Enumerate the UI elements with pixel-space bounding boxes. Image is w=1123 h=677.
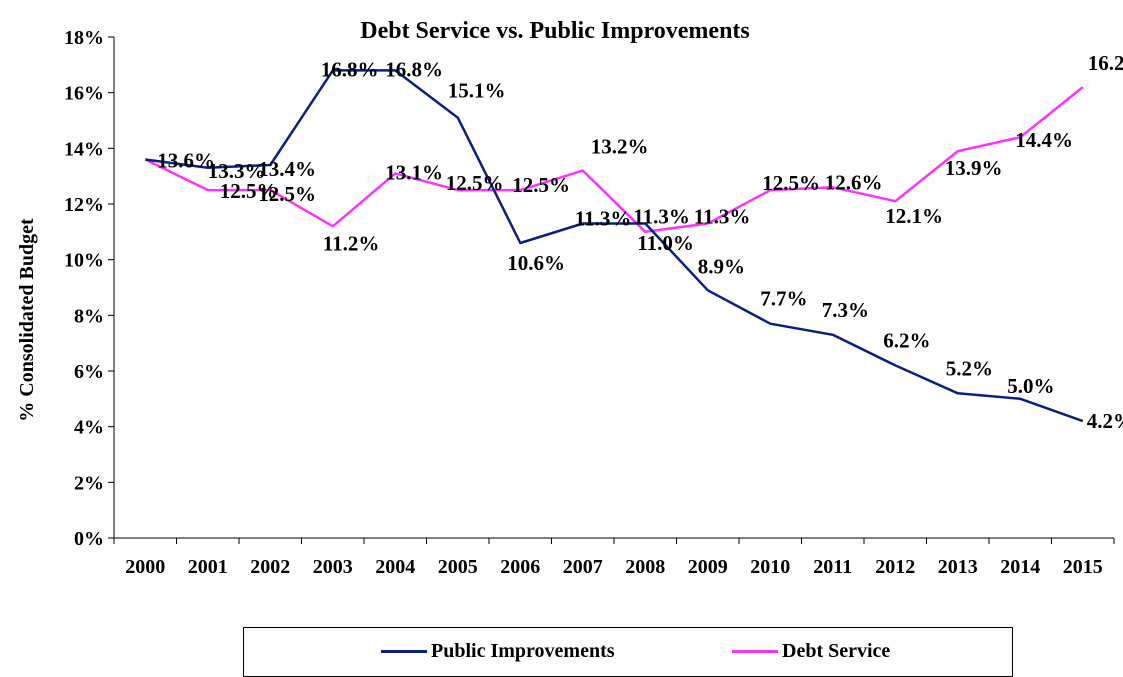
series-lines <box>144 69 1084 423</box>
data-label-1-11: 12.6% <box>825 170 883 194</box>
data-label-0-8: 11.3% <box>633 205 690 229</box>
x-tick-label: 2015 <box>1063 556 1103 578</box>
legend: Public Improvements Debt Service <box>243 627 1013 677</box>
data-label-1-3: 11.2% <box>323 231 380 255</box>
data-label-0-6: 10.6% <box>507 251 565 275</box>
x-tick-label: 2006 <box>500 556 540 578</box>
data-label-1-13: 13.9% <box>945 156 1003 180</box>
data-label-0-14: 5.0% <box>1007 374 1054 398</box>
data-label-0-13: 5.2% <box>946 356 993 380</box>
data-label-0-11: 7.3% <box>822 298 869 322</box>
y-tick-label: 12% <box>64 194 104 216</box>
x-tick-label: 2005 <box>438 556 478 578</box>
y-tick-label: 8% <box>74 305 104 327</box>
x-tick-label: 2000 <box>125 556 165 578</box>
data-label-0-10: 7.7% <box>760 287 807 311</box>
data-labels: 13.6%13.3%13.4%16.8% 16.8%15.1%10.6%11.3%… <box>157 51 1123 433</box>
x-tick-label: 2001 <box>188 556 228 578</box>
x-tick-label: 2007 <box>563 556 603 578</box>
data-label-1-12: 12.1% <box>885 204 943 228</box>
y-tick-label: 14% <box>64 138 104 160</box>
data-label-0-4: 16.8% <box>385 57 443 81</box>
x-tick-label: 2004 <box>375 556 415 578</box>
data-label-0-7: 11.3% <box>575 207 632 231</box>
legend-swatch-debt-service <box>732 650 778 653</box>
data-label-1-14: 14.4% <box>1015 128 1073 152</box>
x-tick-label: 2013 <box>938 556 978 578</box>
data-label-1-15: 16.2% <box>1088 51 1123 75</box>
y-tick-label: 0% <box>74 528 104 550</box>
legend-item-public-improvements: Public Improvements <box>381 640 615 663</box>
data-label-1-9: 11.3% <box>694 205 751 229</box>
data-label-1-6: 12.5% <box>512 173 570 197</box>
data-label-0-5: 15.1% <box>448 79 506 103</box>
data-label-1-8: 11.0% <box>637 231 694 255</box>
x-tick-label: 2012 <box>875 556 915 578</box>
y-tick-label: 16% <box>64 83 104 105</box>
data-label-0-9: 8.9% <box>698 254 745 278</box>
x-tick-label: 2014 <box>1000 556 1040 578</box>
chart-title: Debt Service vs. Public Improvements <box>360 18 750 44</box>
legend-swatch-public-improvements <box>381 650 427 653</box>
data-label-0-0: 13.6% <box>157 149 215 173</box>
y-tick-label: 18% <box>64 27 104 49</box>
data-label-0-15: 4.2% <box>1087 409 1123 433</box>
data-label-0-12: 6.2% <box>883 328 930 352</box>
x-tick-label: 2003 <box>313 556 353 578</box>
x-tick-label: 2009 <box>688 556 728 578</box>
x-tick-label: 2010 <box>750 556 790 578</box>
legend-label-debt-service: Debt Service <box>782 640 891 662</box>
y-tick-label: 10% <box>64 250 104 272</box>
y-axis-label: % Consolidated Budget <box>16 218 38 422</box>
x-tick-label: 2011 <box>813 556 852 578</box>
y-tick-label: 2% <box>74 472 104 494</box>
series-line-0 <box>145 69 1084 423</box>
legend-label-public-improvements: Public Improvements <box>431 640 615 662</box>
x-tick-label: 2002 <box>250 556 290 578</box>
axes: 0% 2% 4% 6% 8% 10% 12% 14% 16% 18% 2000 2001 2002 200… <box>64 27 1115 578</box>
x-tick-label: 2008 <box>625 556 665 578</box>
series-line-1 <box>144 86 1084 234</box>
y-tick-label: 6% <box>74 361 104 383</box>
legend-item-debt-service: Debt Service <box>732 640 890 663</box>
data-label-0-3: 16.8% <box>321 57 379 81</box>
data-label-1-4: 13.1% <box>385 160 443 184</box>
data-label-0-2: 13.4% <box>258 157 316 181</box>
data-label-1-5: 12.5% <box>446 171 504 195</box>
data-label-1-7: 13.2% <box>591 135 649 159</box>
data-label-1-2: 12.5% <box>258 182 316 206</box>
data-label-0-1: 13.3% <box>208 159 266 183</box>
data-label-1-10: 12.5% <box>762 171 820 195</box>
y-tick-label: 4% <box>74 417 104 439</box>
data-label-1-1: 12.5% <box>220 179 278 203</box>
